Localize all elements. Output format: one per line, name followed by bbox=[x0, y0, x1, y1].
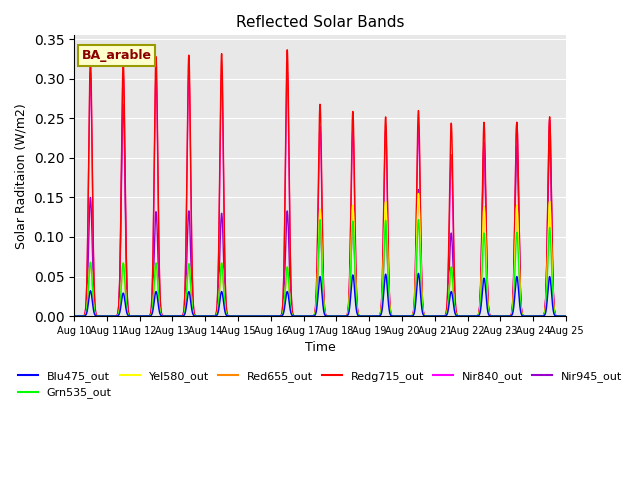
Nir840_out bbox=[156, 268, 163, 274]
Yel580_out bbox=[259, 313, 267, 319]
Line: Nir840_out: Nir840_out bbox=[74, 71, 566, 316]
Blu475_out bbox=[415, 271, 422, 276]
Blu475_out bbox=[126, 313, 134, 319]
Y-axis label: Solar Raditaion (W/m2): Solar Raditaion (W/m2) bbox=[15, 103, 28, 249]
Grn535_out bbox=[280, 301, 288, 307]
Redg715_out bbox=[280, 249, 288, 255]
Nir945_out bbox=[120, 101, 127, 107]
Yel580_out bbox=[126, 313, 134, 319]
Grn535_out bbox=[500, 313, 508, 319]
Grn535_out bbox=[126, 313, 134, 319]
Red655_out bbox=[70, 313, 78, 319]
Nir945_out bbox=[259, 313, 267, 319]
Nir945_out bbox=[251, 313, 259, 319]
Yel580_out bbox=[156, 303, 163, 309]
Blu475_out bbox=[562, 313, 570, 319]
Blu475_out bbox=[156, 309, 163, 314]
Redg715_out bbox=[251, 313, 259, 319]
Line: Redg715_out: Redg715_out bbox=[74, 50, 566, 316]
Grn535_out bbox=[156, 303, 163, 309]
Blu475_out bbox=[553, 313, 561, 319]
Yel580_out bbox=[562, 313, 570, 319]
Redg715_out bbox=[70, 313, 78, 319]
Grn535_out bbox=[562, 313, 570, 319]
Blu475_out bbox=[70, 313, 78, 319]
Blu475_out bbox=[259, 313, 267, 319]
Grn535_out bbox=[251, 313, 259, 319]
Yel580_out bbox=[553, 313, 561, 319]
Blu475_out bbox=[500, 313, 508, 319]
Line: Blu475_out: Blu475_out bbox=[74, 274, 566, 316]
Grn535_out bbox=[259, 313, 267, 319]
Nir945_out bbox=[127, 313, 134, 319]
Red655_out bbox=[251, 313, 259, 319]
Grn535_out bbox=[415, 217, 422, 223]
X-axis label: Time: Time bbox=[305, 341, 335, 354]
Red655_out bbox=[259, 313, 267, 319]
Nir840_out bbox=[553, 313, 561, 319]
Nir945_out bbox=[280, 284, 288, 289]
Nir945_out bbox=[553, 313, 561, 319]
Line: Yel580_out: Yel580_out bbox=[74, 193, 566, 316]
Nir945_out bbox=[70, 313, 78, 319]
Red655_out bbox=[126, 313, 134, 319]
Line: Nir945_out: Nir945_out bbox=[74, 104, 566, 316]
Nir945_out bbox=[500, 313, 508, 319]
Redg715_out bbox=[284, 47, 291, 53]
Nir945_out bbox=[156, 297, 163, 302]
Red655_out bbox=[500, 313, 508, 319]
Redg715_out bbox=[500, 313, 508, 319]
Yel580_out bbox=[500, 313, 508, 319]
Red655_out bbox=[280, 301, 288, 307]
Red655_out bbox=[553, 313, 561, 319]
Redg715_out bbox=[562, 313, 570, 319]
Redg715_out bbox=[553, 313, 561, 319]
Redg715_out bbox=[126, 313, 134, 319]
Red655_out bbox=[156, 303, 163, 309]
Grn535_out bbox=[70, 313, 78, 319]
Line: Grn535_out: Grn535_out bbox=[74, 220, 566, 316]
Nir840_out bbox=[259, 313, 267, 319]
Nir840_out bbox=[280, 254, 288, 260]
Nir840_out bbox=[70, 313, 78, 319]
Redg715_out bbox=[259, 313, 267, 319]
Blu475_out bbox=[280, 307, 288, 313]
Red655_out bbox=[415, 191, 422, 196]
Redg715_out bbox=[156, 265, 163, 271]
Blu475_out bbox=[251, 313, 259, 319]
Nir840_out bbox=[284, 68, 291, 74]
Line: Red655_out: Red655_out bbox=[74, 193, 566, 316]
Nir945_out bbox=[562, 313, 570, 319]
Yel580_out bbox=[415, 191, 422, 196]
Nir840_out bbox=[500, 313, 508, 319]
Nir840_out bbox=[251, 313, 259, 319]
Grn535_out bbox=[553, 313, 561, 319]
Text: BA_arable: BA_arable bbox=[81, 49, 152, 62]
Yel580_out bbox=[280, 301, 288, 307]
Red655_out bbox=[562, 313, 570, 319]
Yel580_out bbox=[251, 313, 259, 319]
Yel580_out bbox=[70, 313, 78, 319]
Legend: Blu475_out, Grn535_out, Yel580_out, Red655_out, Redg715_out, Nir840_out, Nir945_: Blu475_out, Grn535_out, Yel580_out, Red6… bbox=[13, 367, 627, 403]
Title: Reflected Solar Bands: Reflected Solar Bands bbox=[236, 15, 404, 30]
Nir840_out bbox=[562, 313, 570, 319]
Nir840_out bbox=[126, 313, 134, 319]
